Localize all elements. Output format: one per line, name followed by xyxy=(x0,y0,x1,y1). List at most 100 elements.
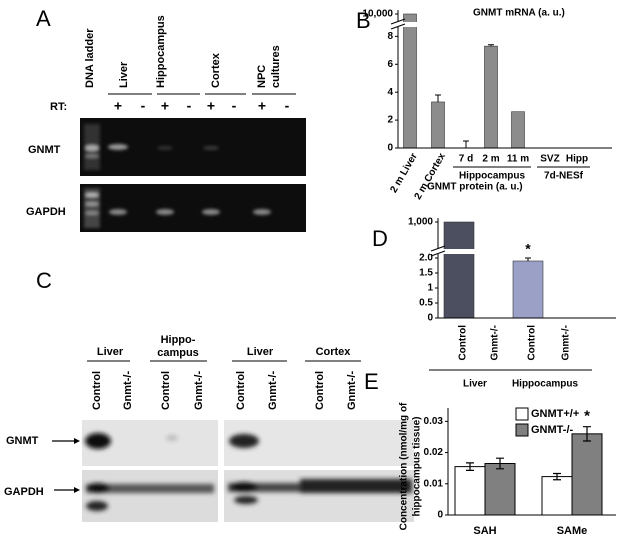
group-label: Hippocampus xyxy=(512,379,579,390)
x-tick-label: Gnmt-/- xyxy=(561,325,572,361)
lane-label: Gnmt-/- xyxy=(193,371,205,410)
rt-sign: + xyxy=(258,98,266,114)
bar xyxy=(571,433,603,516)
group-label: campus xyxy=(157,347,199,359)
axis-break xyxy=(430,249,616,254)
bar xyxy=(512,260,544,319)
axis-break xyxy=(390,22,612,27)
error-bar xyxy=(525,257,531,261)
lane-label: Control xyxy=(314,371,326,410)
y-tick-label: 0.03 xyxy=(424,416,444,427)
error-bar xyxy=(463,140,469,148)
gel-a xyxy=(80,118,306,232)
x-tick-label: 11 m xyxy=(507,154,529,165)
x-tick-label: SVZ xyxy=(540,154,559,165)
x-tick-label: SAMe xyxy=(557,525,588,537)
break-mark xyxy=(430,250,446,257)
y-tick-label: 2 xyxy=(387,115,393,126)
group-label: Liver xyxy=(97,346,124,358)
lane-label: Gnmt-/- xyxy=(267,371,279,410)
break-mark xyxy=(390,18,406,25)
panel-label: C xyxy=(36,268,52,293)
lane-label: Hippocampus xyxy=(155,15,167,88)
legend-label: GNMT+/+ xyxy=(531,408,579,420)
bar xyxy=(454,466,486,516)
bar xyxy=(511,111,525,149)
lane-label: cultures xyxy=(270,45,282,88)
chart-title: GNMT mRNA (a. u.) xyxy=(473,8,565,19)
annotation: * xyxy=(584,408,590,425)
rt-sign: + xyxy=(207,98,215,114)
y-tick-label: 6 xyxy=(387,59,393,70)
error-bar xyxy=(553,472,561,481)
bar xyxy=(403,13,417,149)
x-tick-label: 2 m Liver xyxy=(388,151,420,195)
group-label: Hippo- xyxy=(161,334,196,346)
y-axis-label: Concentration (nmol/mg of xyxy=(399,402,410,530)
lane-label: Control xyxy=(91,371,103,410)
y-tick-label: 10,000 xyxy=(362,9,393,20)
y-tick-label: 1,000 xyxy=(408,217,433,228)
break-mark xyxy=(430,245,446,252)
y-tick-label: 0.02 xyxy=(424,447,444,458)
y-tick-label: 0.01 xyxy=(424,478,444,489)
row-label: GAPDH xyxy=(26,206,66,218)
bar xyxy=(484,45,498,149)
annotation: * xyxy=(525,241,531,257)
panel-label: E xyxy=(364,369,379,394)
x-tick-label: 2 m xyxy=(482,154,499,165)
lane-label: Control xyxy=(160,371,172,410)
y-tick-label: 2.0 xyxy=(419,253,433,264)
error-bar xyxy=(488,44,494,47)
bar xyxy=(443,221,475,319)
lane-label: Liver xyxy=(118,61,130,88)
rt-sign: - xyxy=(232,98,237,114)
x-tick-label: Control xyxy=(458,325,469,361)
x-tick-label: Hipp xyxy=(566,154,588,165)
lane-label: DNA ladder xyxy=(84,28,96,88)
break-mark xyxy=(390,23,406,30)
bar xyxy=(431,101,445,149)
rt-label: RT: xyxy=(50,101,67,113)
panel-label: A xyxy=(36,6,51,31)
panel-label: D xyxy=(372,226,388,251)
x-tick-label: 7 d xyxy=(459,154,473,165)
panel-label: B xyxy=(356,8,371,33)
row-label: GNMT xyxy=(28,144,61,156)
y-tick-label: 1 xyxy=(427,283,433,294)
group-label: Hippocampus xyxy=(459,171,526,182)
blot-c xyxy=(52,420,414,522)
row-label: GAPDH xyxy=(4,486,44,498)
group-label: 7d-NESf xyxy=(544,171,584,182)
lane-label: Gnmt-/- xyxy=(346,371,358,410)
y-tick-label: 4 xyxy=(387,87,393,98)
group-label: Cortex xyxy=(316,346,352,358)
rt-sign: + xyxy=(161,98,169,114)
y-tick-label: 0.5 xyxy=(419,298,433,309)
rt-sign: - xyxy=(141,98,146,114)
error-bar xyxy=(583,426,591,442)
rt-sign: + xyxy=(114,98,122,114)
lane-label: NPC xyxy=(256,65,268,88)
y-tick-label: 8 xyxy=(387,31,393,42)
y-tick-label: 0 xyxy=(387,143,393,154)
x-tick-label: Control xyxy=(527,325,538,361)
group-label: Liver xyxy=(463,379,487,390)
bar xyxy=(541,476,573,516)
y-tick-label: 0 xyxy=(437,510,443,521)
row-label: GNMT xyxy=(6,435,39,447)
bar xyxy=(484,463,516,516)
rt-sign: - xyxy=(285,98,290,114)
chart-title: GNMT protein (a. u.) xyxy=(427,182,523,193)
error-bar xyxy=(435,94,441,102)
lane-label: Gnmt-/- xyxy=(122,371,134,410)
lane-label: Control xyxy=(235,371,247,410)
rt-sign: - xyxy=(187,98,192,114)
legend-label: GNMT-/- xyxy=(531,424,573,436)
error-bar xyxy=(496,457,504,470)
group-label: Liver xyxy=(247,346,274,358)
error-bar xyxy=(466,462,474,471)
legend-swatch xyxy=(515,423,529,437)
y-axis-label: hippocampus tissue) xyxy=(412,416,423,516)
